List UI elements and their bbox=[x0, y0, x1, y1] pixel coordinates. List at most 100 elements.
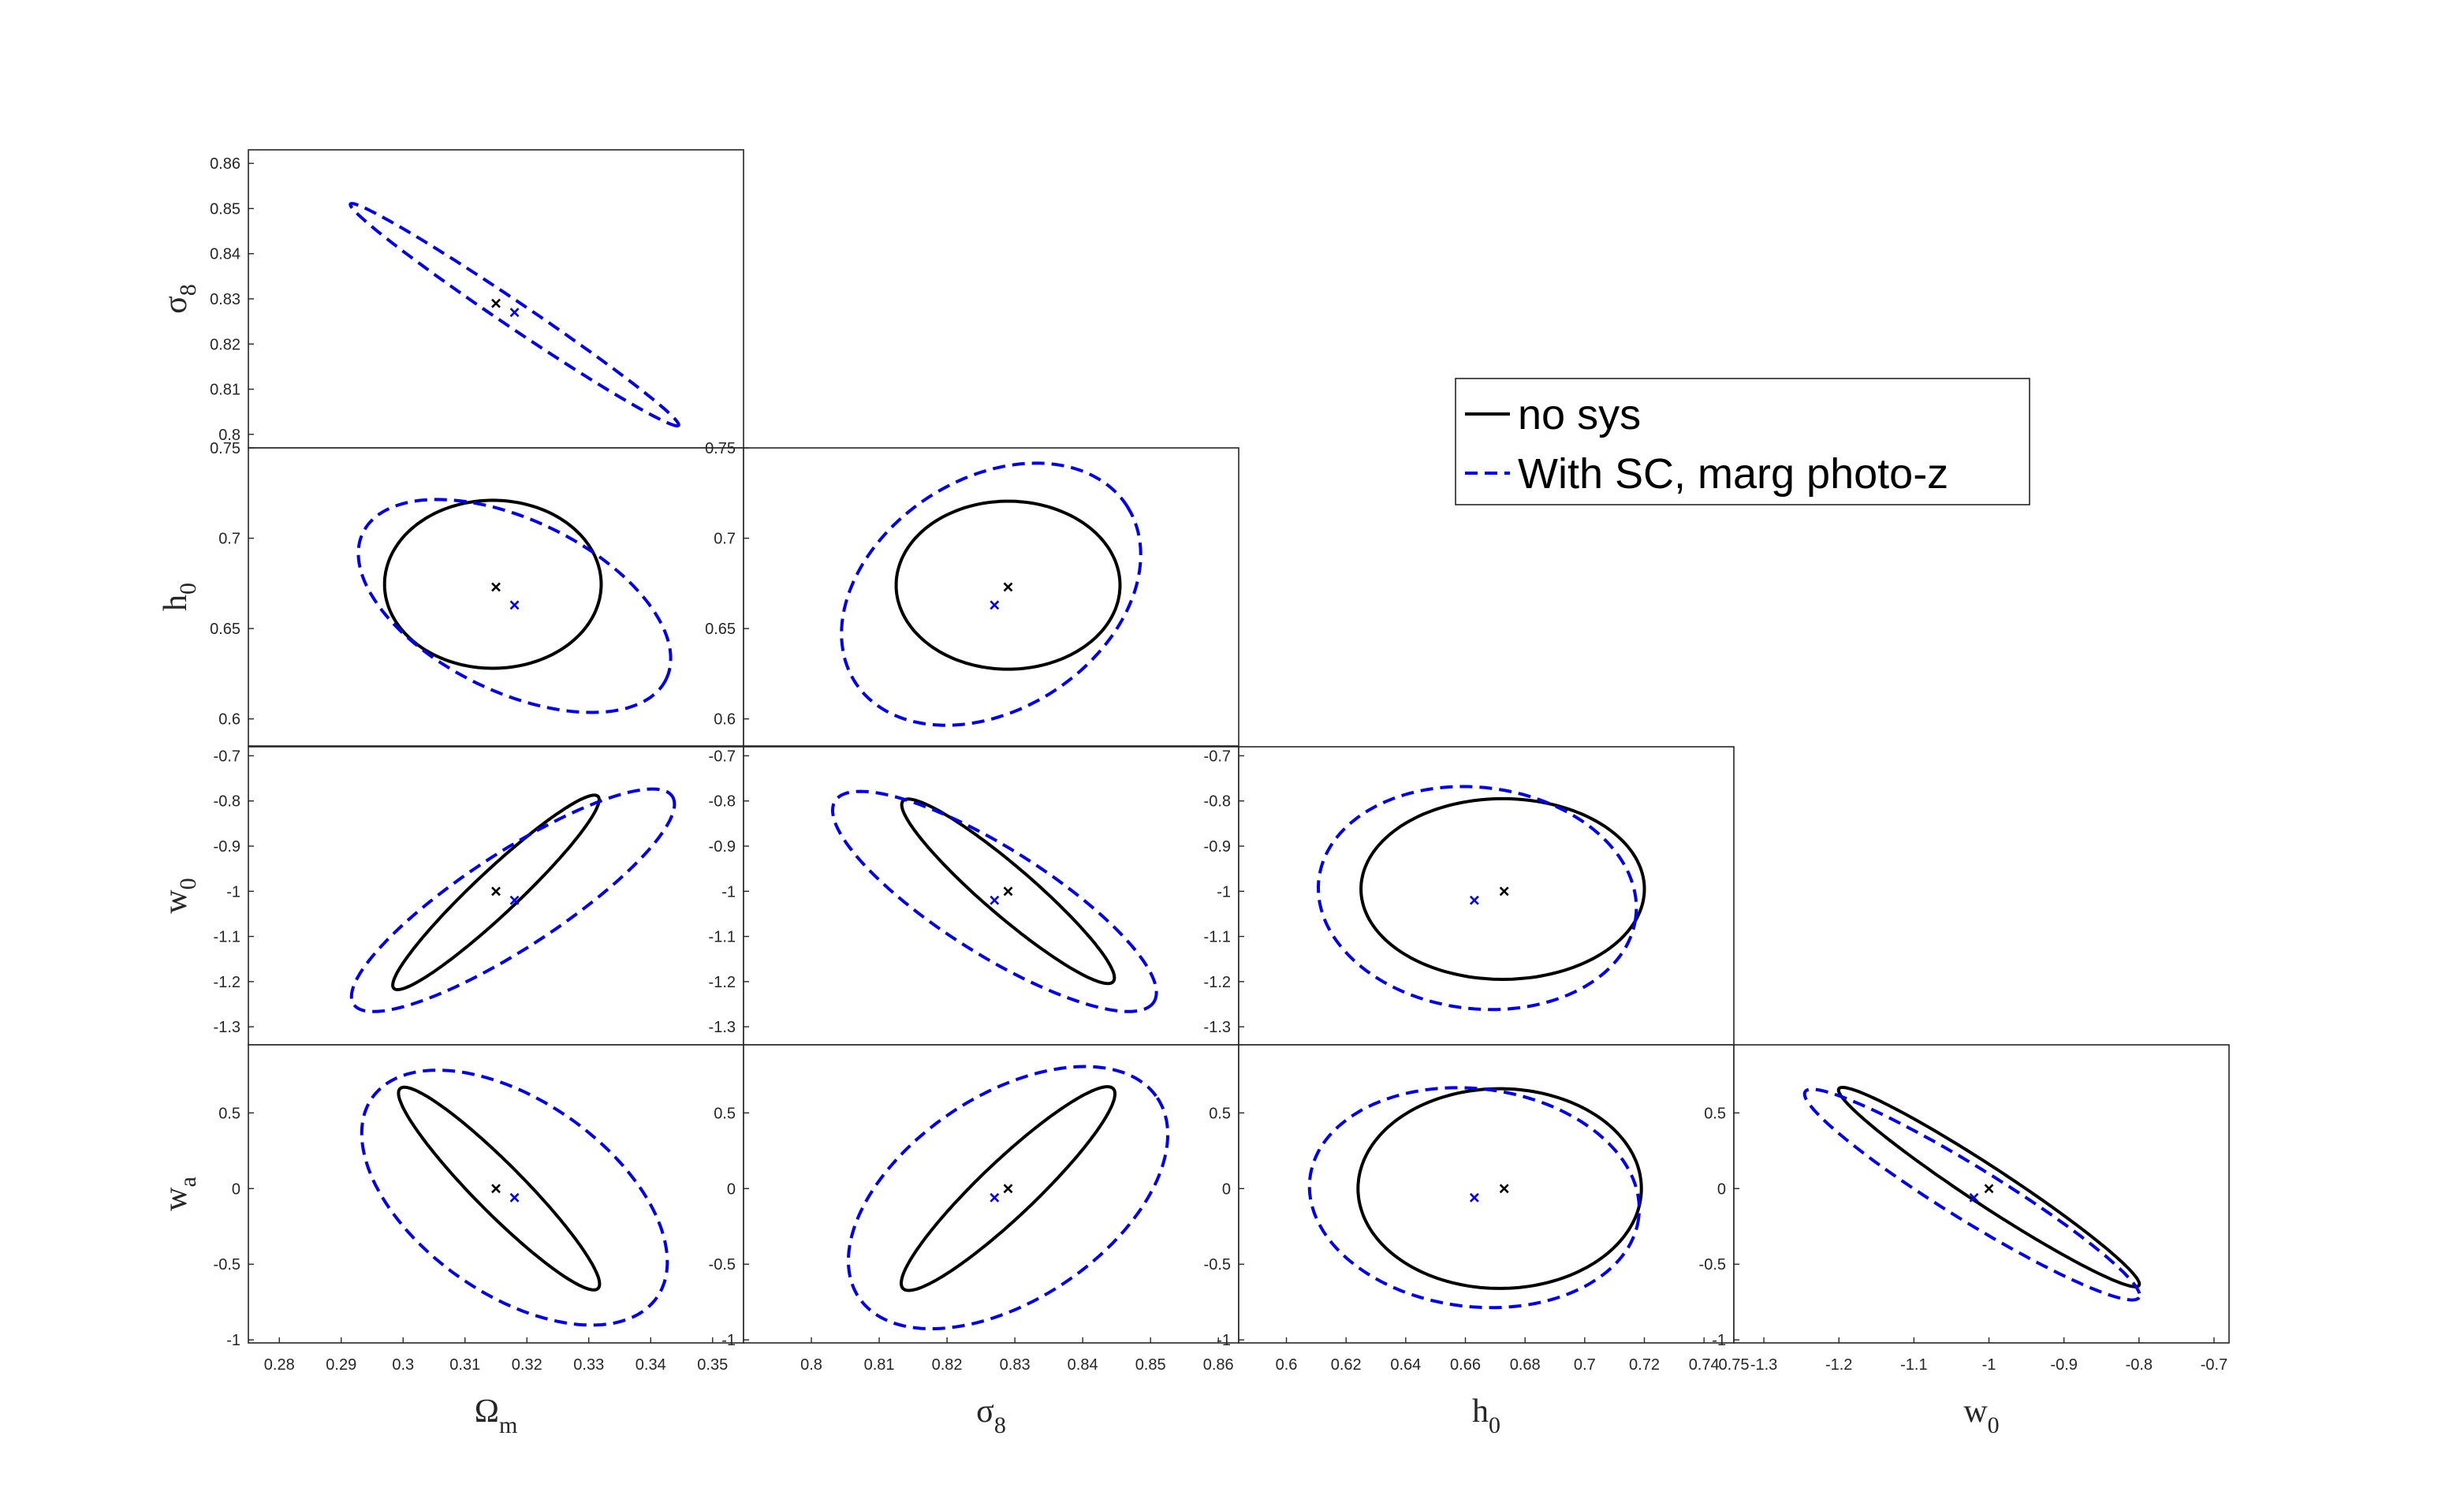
y-axis-title-wa: wa bbox=[158, 1177, 201, 1211]
panel-frame bbox=[248, 1044, 744, 1344]
panel-frame bbox=[1733, 1044, 2230, 1344]
x-tick-label: 0.68 bbox=[1510, 1356, 1541, 1374]
fiducial-marker bbox=[990, 895, 1000, 905]
y-axis-title-w0: w0 bbox=[158, 878, 201, 913]
y-tick-label: 0.5 bbox=[1209, 1105, 1231, 1122]
contour-no-sys bbox=[900, 797, 1116, 986]
y-tick-label: 0.5 bbox=[1704, 1105, 1726, 1122]
x-tick-label: 0.7 bbox=[1574, 1356, 1596, 1374]
y-tick-label: 0.83 bbox=[210, 291, 240, 308]
x-tick-label: 0.3 bbox=[392, 1356, 414, 1374]
x-tick-label: 0.31 bbox=[449, 1356, 480, 1374]
y-tick-label: -1 bbox=[1217, 883, 1231, 901]
y-tick-label: -0.8 bbox=[709, 793, 736, 811]
y-tick-label: -1 bbox=[1217, 1332, 1231, 1349]
panel-frame bbox=[743, 746, 1239, 1046]
contour-no-sys bbox=[397, 1085, 602, 1292]
fiducial-marker bbox=[509, 308, 520, 318]
panel-h0-vs-s8: 0.6 0.65 0.7 0.75 bbox=[705, 440, 1239, 747]
x-tick-label: 0.85 bbox=[1135, 1356, 1166, 1374]
y-tick-label: 0.65 bbox=[210, 621, 240, 638]
fiducial-marker bbox=[1469, 1192, 1479, 1203]
y-tick-label: -1 bbox=[721, 883, 736, 901]
y-tick-label: 0.7 bbox=[218, 531, 240, 548]
contour-no-sys bbox=[900, 1085, 1116, 1292]
y-tick-label: -1.1 bbox=[1204, 929, 1231, 946]
fiducial-marker bbox=[1003, 582, 1013, 592]
x-tick-label: 0.62 bbox=[1331, 1356, 1362, 1374]
fiducial-marker bbox=[990, 600, 1000, 610]
panel-s8-vs-om: 0.8 0.81 0.82 0.83 0.84 0.85 0.86 bbox=[210, 149, 744, 449]
y-tick-label: -1.2 bbox=[709, 974, 736, 991]
y-tick-label: 0.65 bbox=[705, 621, 736, 638]
panel-frame bbox=[248, 149, 744, 449]
x-tick-label: -0.9 bbox=[2050, 1356, 2077, 1374]
x-tick-label: 0.83 bbox=[1000, 1356, 1031, 1374]
y-tick-label: -1.3 bbox=[214, 1019, 240, 1036]
x-tick-label: 0.35 bbox=[697, 1356, 728, 1374]
contour-with-sc bbox=[1802, 1087, 2142, 1302]
x-tick-label: 0.34 bbox=[636, 1356, 666, 1374]
fiducial-marker bbox=[491, 886, 501, 897]
x-tick-label: -1.2 bbox=[1825, 1356, 1852, 1374]
panel-w0-vs-s8: -1.3 -1.2 -1.1 -1 -0.9 -0.8 -0.7 bbox=[709, 746, 1239, 1046]
panel-w0-vs-om: -1.3 -1.2 -1.1 -1 -0.9 -0.8 -0.7 bbox=[214, 746, 744, 1046]
y-tick-label: 0 bbox=[232, 1180, 240, 1198]
contour-no-sys bbox=[382, 498, 603, 670]
panel-h0-vs-om: 0.6 0.65 0.7 0.75 bbox=[210, 440, 744, 747]
y-tick-label: -0.7 bbox=[709, 748, 736, 765]
contour-with-sc bbox=[840, 461, 1143, 727]
panel-frame bbox=[1238, 746, 1735, 1046]
y-tick-label: -0.5 bbox=[214, 1256, 240, 1274]
legend-label: no sys bbox=[1518, 391, 1641, 438]
y-tick-label: 0.7 bbox=[714, 531, 736, 548]
y-tick-label: -0.5 bbox=[709, 1256, 736, 1274]
y-tick-label: 0.86 bbox=[210, 155, 240, 173]
fiducial-marker bbox=[1499, 1184, 1509, 1194]
x-tick-label: 0.75 bbox=[1719, 1356, 1750, 1374]
y-tick-label: -0.9 bbox=[709, 838, 736, 856]
fiducial-marker bbox=[1984, 1184, 1994, 1194]
legend-label: With SC, marg photo-z bbox=[1518, 450, 1948, 498]
panel-frame bbox=[248, 746, 744, 1046]
x-tick-label: 0.8 bbox=[800, 1356, 822, 1374]
x-tick-label: 0.86 bbox=[1203, 1356, 1234, 1374]
x-tick-label: -0.7 bbox=[2201, 1356, 2227, 1374]
y-tick-label: -0.5 bbox=[1204, 1256, 1231, 1274]
x-axis-title-s8: σ8 bbox=[976, 1393, 1006, 1438]
y-tick-label: -0.7 bbox=[1204, 748, 1231, 765]
y-tick-label: 0.82 bbox=[210, 336, 240, 353]
y-tick-label: -0.7 bbox=[214, 748, 240, 765]
panel-frame bbox=[1238, 1044, 1735, 1344]
x-axis-title-om: Ωm bbox=[475, 1393, 518, 1438]
x-tick-label: 0.81 bbox=[864, 1356, 895, 1374]
x-axis-title-h0: h0 bbox=[1472, 1393, 1500, 1438]
fiducial-marker bbox=[491, 1184, 501, 1194]
y-tick-label: -0.5 bbox=[1699, 1256, 1726, 1274]
x-tick-label: 0.33 bbox=[573, 1356, 604, 1374]
contour-no-sys bbox=[1359, 796, 1646, 982]
y-tick-label: -1 bbox=[226, 883, 240, 901]
y-tick-label: -1 bbox=[226, 1332, 240, 1349]
x-tick-label: 0.6 bbox=[1276, 1356, 1298, 1374]
panel-frame bbox=[248, 447, 744, 747]
x-tick-label: -1 bbox=[1982, 1356, 1996, 1374]
x-tick-label: 0.28 bbox=[264, 1356, 295, 1374]
y-tick-label: -1.1 bbox=[214, 929, 240, 946]
y-tick-label: -0.8 bbox=[214, 793, 240, 811]
legend-box bbox=[1455, 378, 2030, 505]
y-tick-label: -1 bbox=[721, 1332, 736, 1349]
y-tick-label: -0.9 bbox=[1204, 838, 1231, 856]
y-axis-title-s8: σ8 bbox=[158, 284, 201, 314]
contour-no-sys bbox=[391, 793, 601, 991]
x-tick-label: 0.29 bbox=[326, 1356, 356, 1374]
y-axis-title-h0: h0 bbox=[158, 583, 201, 611]
fiducial-marker bbox=[1003, 1184, 1013, 1194]
y-tick-label: 0 bbox=[1222, 1180, 1231, 1198]
y-tick-label: -0.8 bbox=[1204, 793, 1231, 811]
panel-wa-vs-h0: -1 -0.5 0 0.5 0.6 0.62 0.64 0.66 0.68 0.7 0.72 0.74… bbox=[1204, 1044, 1750, 1374]
contour-with-sc bbox=[349, 202, 680, 427]
y-tick-label: 0.75 bbox=[210, 440, 240, 457]
x-tick-label: 0.82 bbox=[932, 1356, 963, 1374]
